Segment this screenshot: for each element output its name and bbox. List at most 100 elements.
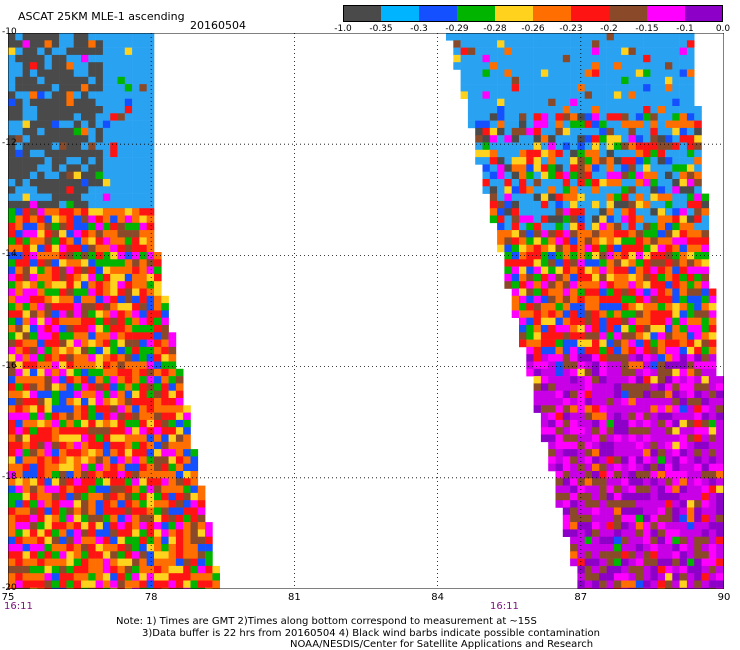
swath-cell bbox=[592, 339, 600, 348]
swath-cell bbox=[37, 441, 45, 450]
swath-cell bbox=[482, 179, 491, 187]
swath-cell bbox=[139, 434, 147, 443]
swath-cell bbox=[132, 310, 140, 318]
swath-cell bbox=[562, 186, 571, 194]
swath-cell bbox=[540, 317, 549, 326]
swath-cell bbox=[59, 456, 67, 464]
swath-cell bbox=[117, 273, 126, 282]
swath-cell bbox=[81, 434, 89, 443]
swath-cell bbox=[577, 325, 585, 333]
swath-cell bbox=[628, 398, 637, 406]
swath-cell bbox=[592, 303, 600, 311]
swath-cell bbox=[81, 529, 89, 537]
swath-cell bbox=[570, 266, 578, 275]
swath-cell bbox=[650, 310, 658, 318]
swath-cell bbox=[701, 252, 710, 260]
swath-cell bbox=[694, 500, 702, 508]
swath-cell bbox=[73, 266, 82, 275]
swath-cell bbox=[102, 441, 111, 450]
swath-cell bbox=[146, 573, 155, 581]
swath-cell bbox=[102, 383, 111, 391]
swath-cell bbox=[643, 252, 651, 260]
swath-cell bbox=[592, 215, 600, 224]
swath-cell bbox=[519, 171, 527, 180]
swath-cell bbox=[73, 500, 82, 508]
swath-cell bbox=[37, 463, 45, 472]
swath-cell bbox=[197, 551, 206, 559]
swath-cell bbox=[613, 106, 622, 114]
swath-cell bbox=[37, 230, 45, 238]
swath-cell bbox=[15, 565, 23, 574]
swath-cell bbox=[555, 478, 564, 486]
swath-cell bbox=[679, 398, 688, 406]
swath-cell bbox=[606, 230, 615, 238]
swath-cell bbox=[592, 332, 600, 340]
swath-cell bbox=[694, 339, 702, 348]
swath-cell bbox=[15, 573, 23, 581]
swath-cell bbox=[555, 354, 564, 362]
swath-cell bbox=[635, 471, 644, 479]
swath-cell bbox=[555, 186, 564, 194]
swath-cell bbox=[643, 492, 651, 501]
swath-cell bbox=[599, 325, 607, 333]
swath-cell bbox=[686, 127, 695, 136]
swath-cell bbox=[643, 237, 651, 245]
swath-cell bbox=[102, 252, 111, 260]
swath-cell bbox=[526, 142, 534, 151]
swath-cell bbox=[592, 171, 600, 180]
swath-cell bbox=[88, 106, 96, 114]
swath-cell bbox=[190, 522, 199, 530]
swath-cell bbox=[694, 135, 702, 143]
swath-cell bbox=[519, 288, 527, 297]
swath-cell bbox=[577, 208, 585, 216]
swath-cell bbox=[146, 179, 155, 187]
swath-cell bbox=[15, 127, 23, 136]
swath-cell bbox=[577, 54, 585, 63]
swath-cell bbox=[570, 149, 578, 158]
swath-cell bbox=[599, 441, 607, 450]
swath-cell bbox=[606, 171, 615, 180]
swath-cell bbox=[139, 142, 147, 151]
swath-cell bbox=[657, 332, 666, 340]
swath-cell bbox=[635, 412, 644, 421]
swath-cell bbox=[475, 98, 483, 107]
swath-cell bbox=[562, 427, 571, 435]
swath-cell bbox=[635, 514, 644, 523]
swath-cell bbox=[694, 478, 702, 486]
swath-cell bbox=[650, 500, 658, 508]
swath-cell bbox=[154, 507, 162, 516]
swath-cell bbox=[599, 142, 607, 151]
swath-cell bbox=[621, 33, 629, 41]
swath-cell bbox=[708, 383, 717, 391]
swath-cell bbox=[175, 434, 184, 443]
swath-cell bbox=[635, 40, 644, 48]
swath-cell bbox=[599, 127, 607, 136]
swath-cell bbox=[555, 47, 564, 56]
swath-cell bbox=[628, 551, 637, 559]
swath-cell bbox=[197, 492, 206, 501]
swath-cell bbox=[526, 127, 534, 136]
swath-cell bbox=[570, 405, 578, 413]
swath-cell bbox=[73, 54, 82, 63]
swath-cell bbox=[694, 266, 702, 275]
swath-cell bbox=[161, 551, 169, 559]
swath-cell bbox=[657, 507, 666, 516]
swath-cell bbox=[686, 62, 695, 70]
swath-cell bbox=[613, 398, 622, 406]
swath-cell bbox=[22, 573, 31, 581]
swath-cell bbox=[679, 500, 688, 508]
swath-cell bbox=[708, 317, 717, 326]
swath-cell bbox=[701, 317, 710, 326]
swath-cell bbox=[102, 193, 111, 202]
swath-cell bbox=[102, 157, 111, 165]
swath-cell bbox=[628, 244, 637, 253]
swath-cell bbox=[599, 507, 607, 516]
swath-cell bbox=[708, 361, 717, 370]
swath-cell bbox=[146, 536, 155, 545]
swath-cell bbox=[73, 580, 82, 589]
swath-cell bbox=[146, 193, 155, 202]
swath-cell bbox=[606, 354, 615, 362]
swath-cell bbox=[686, 354, 695, 362]
swath-cell bbox=[577, 295, 585, 304]
swath-cell bbox=[29, 565, 38, 574]
